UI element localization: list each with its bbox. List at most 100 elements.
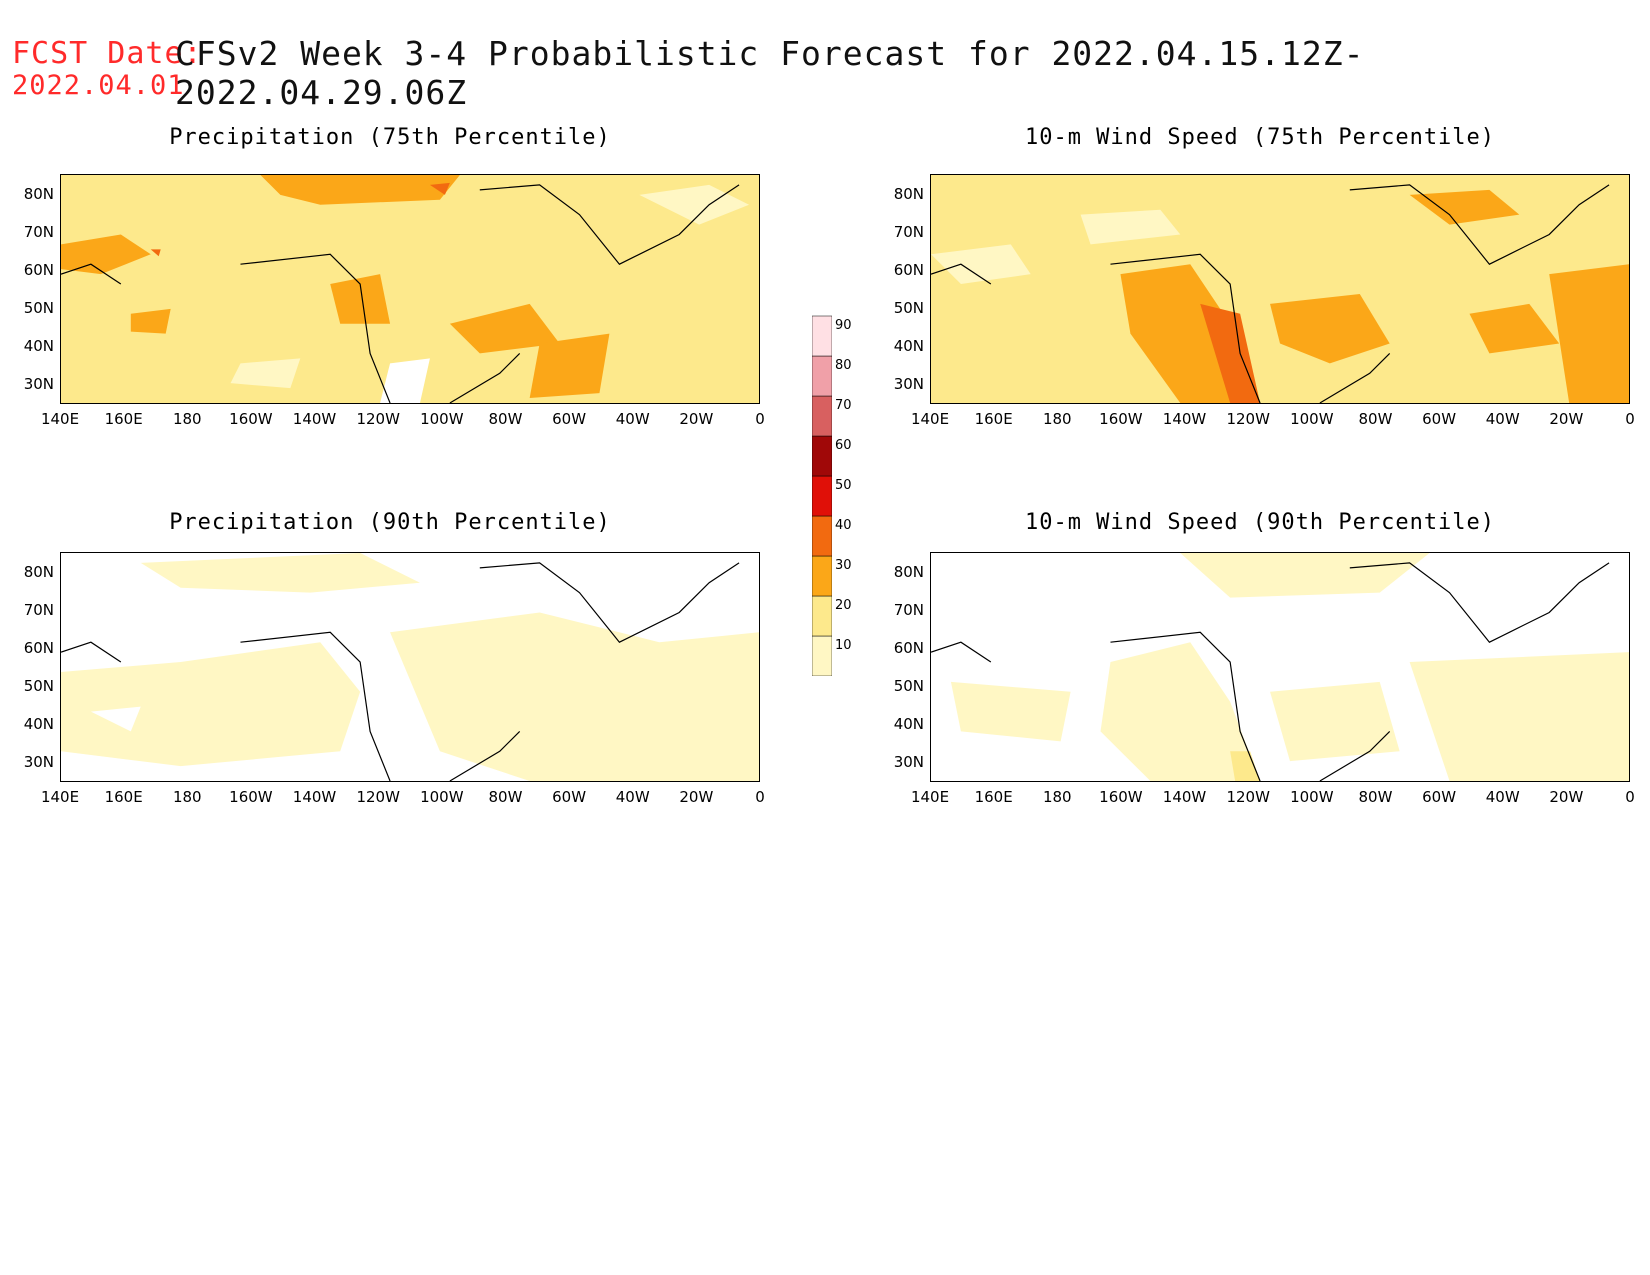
lon-tick-label: 100W (420, 410, 464, 428)
colorbar-segment (811, 355, 833, 397)
lon-tick-label: 160W (229, 410, 273, 428)
colorbar-segment (811, 595, 833, 637)
lon-tick-label: 160W (1099, 788, 1143, 806)
colorbar-level-label: 10 (835, 638, 852, 653)
lat-tick-label: 80N (893, 185, 924, 203)
lon-tick-label: 20W (1549, 788, 1584, 806)
colorbar-segment (811, 435, 833, 477)
lat-tick-label: 60N (23, 639, 54, 657)
lat-tick-label: 80N (23, 563, 54, 581)
lat-tick-label: 70N (23, 223, 54, 241)
colorbar-segment (811, 475, 833, 517)
lat-tick-label: 40N (23, 337, 54, 355)
lon-tick-label: 0 (755, 410, 765, 428)
lon-tick-label: 0 (1625, 788, 1635, 806)
lat-tick-label: 80N (23, 185, 54, 203)
colorbar-level-label: 70 (835, 398, 852, 413)
lon-tick-label: 140E (910, 410, 950, 428)
lat-tick-label: 80N (893, 563, 924, 581)
colorbar-segment (811, 635, 833, 677)
lon-tick-label: 160W (1099, 410, 1143, 428)
lon-tick-label: 180 (1042, 410, 1072, 428)
colorbar-level-label: 20 (835, 598, 852, 613)
lon-tick-label: 160E (974, 410, 1013, 428)
colorbar-level-label: 60 (835, 438, 852, 453)
lon-tick-label: 0 (1625, 410, 1635, 428)
lat-tick-label: 30N (23, 753, 54, 771)
colorbar-segment (811, 555, 833, 597)
lon-tick-label: 80W (1358, 410, 1393, 428)
lon-tick-label: 100W (420, 788, 464, 806)
lon-tick-label: 40W (615, 410, 650, 428)
lon-tick-label: 140E (910, 788, 950, 806)
lon-tick-label: 140W (292, 788, 337, 806)
lat-tick-label: 60N (893, 639, 924, 657)
lon-tick-label: 20W (1549, 410, 1584, 428)
colorbar-level-label: 80 (835, 358, 852, 373)
lat-tick-label: 30N (893, 753, 924, 771)
lat-tick-label: 40N (23, 715, 54, 733)
colorbar-level-label: 90 (835, 318, 852, 333)
lon-tick-label: 180 (172, 788, 202, 806)
lon-tick-label: 40W (1485, 788, 1520, 806)
lon-tick-label: 160E (104, 788, 143, 806)
map-precip-90 (60, 552, 760, 782)
panel-title-wind-75: 10-m Wind Speed (75th Percentile) (1024, 125, 1496, 150)
lon-tick-label: 120W (1226, 410, 1270, 428)
map-wind-75-field (931, 175, 1629, 403)
lon-tick-label: 60W (1422, 410, 1457, 428)
lat-tick-label: 60N (23, 261, 54, 279)
lon-tick-label: 100W (1290, 788, 1334, 806)
lon-tick-label: 120W (356, 410, 400, 428)
lon-tick-label: 20W (679, 788, 714, 806)
lat-tick-label: 50N (23, 299, 54, 317)
lon-tick-label: 60W (1422, 788, 1457, 806)
lon-tick-label: 60W (552, 788, 587, 806)
map-precip-75-field (61, 175, 759, 403)
colorbar-segment (811, 515, 833, 557)
lat-tick-label: 50N (893, 299, 924, 317)
lon-tick-label: 20W (679, 410, 714, 428)
colorbar-level-label: 40 (835, 518, 852, 533)
colorbar-segment (811, 315, 833, 357)
lon-tick-label: 180 (172, 410, 202, 428)
lon-tick-label: 40W (615, 788, 650, 806)
panel-title-precip-90: Precipitation (90th Percentile) (169, 510, 611, 535)
map-precip-90-field (61, 553, 759, 781)
map-wind-90-field (931, 553, 1629, 781)
lon-tick-label: 140E (40, 788, 80, 806)
lon-tick-label: 120W (356, 788, 400, 806)
figure-title: CFSv2 Week 3-4 Probabilistic Forecast fo… (175, 34, 1365, 112)
lon-tick-label: 100W (1290, 410, 1334, 428)
map-wind-75 (930, 174, 1630, 404)
lat-tick-label: 30N (23, 375, 54, 393)
panel-title-wind-90: 10-m Wind Speed (90th Percentile) (1024, 510, 1496, 535)
lon-tick-label: 140W (1162, 410, 1207, 428)
colorbar-level-label: 30 (835, 558, 852, 573)
lon-tick-label: 160W (229, 788, 273, 806)
lon-tick-label: 140W (1162, 788, 1207, 806)
lon-tick-label: 180 (1042, 788, 1072, 806)
lon-tick-label: 160E (104, 410, 143, 428)
lon-tick-label: 140E (40, 410, 80, 428)
fcst-date-label: FCST Date: (12, 36, 203, 71)
map-wind-90 (930, 552, 1630, 782)
lat-tick-label: 70N (893, 223, 924, 241)
lat-tick-label: 70N (23, 601, 54, 619)
lon-tick-label: 80W (1358, 788, 1393, 806)
lat-tick-label: 60N (893, 261, 924, 279)
lon-tick-label: 80W (488, 788, 523, 806)
colorbar-level-label: 50 (835, 478, 852, 493)
lat-tick-label: 40N (893, 337, 924, 355)
colorbar (811, 276, 833, 677)
lat-tick-label: 40N (893, 715, 924, 733)
lon-tick-label: 40W (1485, 410, 1520, 428)
lon-tick-label: 140W (292, 410, 337, 428)
lon-tick-label: 80W (488, 410, 523, 428)
lon-tick-label: 0 (755, 788, 765, 806)
lat-tick-label: 30N (893, 375, 924, 393)
colorbar-svg (811, 315, 833, 677)
lat-tick-label: 50N (23, 677, 54, 695)
lon-tick-label: 120W (1226, 788, 1270, 806)
lon-tick-label: 160E (974, 788, 1013, 806)
